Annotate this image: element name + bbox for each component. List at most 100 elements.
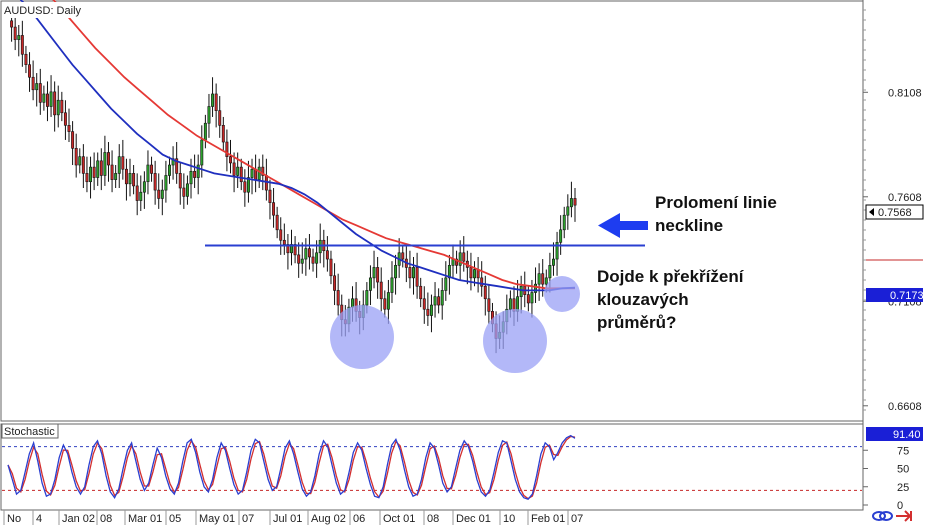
ma-price-tag: 0.7173 xyxy=(866,288,924,302)
candle-body xyxy=(207,106,211,124)
candle-body xyxy=(282,239,286,245)
candle-body xyxy=(196,164,200,178)
candle-body xyxy=(297,254,301,264)
candle-body xyxy=(246,177,250,193)
x-tick-label: No xyxy=(7,513,21,525)
candle-body xyxy=(573,198,577,206)
candle-body xyxy=(257,166,261,180)
candle-body xyxy=(38,83,42,103)
y-tick-label: 0.7608 xyxy=(888,192,922,204)
candle-body xyxy=(569,198,573,208)
x-tick-labels: No 4 Jan 02 08 Mar 01 05 May 01 07 Jul 01 Aug 02 0… xyxy=(3,510,583,525)
candle-body xyxy=(379,281,383,300)
candle-body xyxy=(537,273,541,285)
candle-body xyxy=(401,252,405,260)
y-tick-label: 0.8108 xyxy=(888,87,922,99)
x-tick-label: 06 xyxy=(353,513,365,525)
candle-body xyxy=(211,93,215,107)
candle-body xyxy=(368,277,372,291)
candle-body xyxy=(135,185,139,201)
candle-body xyxy=(315,252,319,264)
x-tick-label: 07 xyxy=(571,513,583,525)
candle-body xyxy=(128,173,132,185)
stoch-tick-label: 75 xyxy=(897,445,909,457)
candle-body xyxy=(103,152,107,176)
candle-body xyxy=(429,304,433,316)
candle-body xyxy=(232,162,236,176)
candle-body xyxy=(214,93,218,111)
candle-body xyxy=(193,170,197,178)
x-tick-label: 10 xyxy=(503,513,515,525)
candle-body xyxy=(250,168,254,178)
candle-body xyxy=(444,277,448,291)
candle-body xyxy=(218,110,222,126)
candle-body xyxy=(307,248,311,258)
annotation-breakout-2: neckline xyxy=(655,216,723,235)
x-tick-label: Aug 02 xyxy=(311,513,346,525)
candle-body xyxy=(114,173,118,180)
candle-body xyxy=(300,258,304,264)
candle-body xyxy=(390,277,394,293)
candle-body xyxy=(35,83,39,91)
candle-body xyxy=(455,258,459,266)
current-price-label: 0.7568 xyxy=(878,207,912,219)
candle-body xyxy=(279,229,283,241)
y-tick-label: 0.6608 xyxy=(888,401,922,413)
candle-body xyxy=(304,248,308,260)
annotation-cross-1: Dojde k překřížení xyxy=(597,267,745,286)
candle-body xyxy=(124,168,128,185)
candle-body xyxy=(469,267,473,279)
candle-body xyxy=(566,206,570,216)
left-shoulder-circle xyxy=(330,305,394,369)
candle-body xyxy=(13,26,17,40)
candle-body xyxy=(71,131,75,149)
stoch-tick-label: 50 xyxy=(897,464,909,476)
candle-body xyxy=(42,93,46,103)
candle-body xyxy=(17,35,21,40)
x-tick-label: 08 xyxy=(427,513,439,525)
link-icon[interactable] xyxy=(872,511,893,521)
candle-body xyxy=(81,156,85,174)
current-price-tag: 0.7568 xyxy=(865,204,924,220)
candle-body xyxy=(99,160,103,176)
candle-body xyxy=(74,148,78,166)
x-tick-label: 08 xyxy=(100,513,112,525)
candle-body xyxy=(67,125,71,132)
stochastic-title-bg xyxy=(1,423,59,439)
candle-body xyxy=(110,164,114,180)
right-shoulder-circle xyxy=(483,309,547,373)
candle-body xyxy=(10,20,14,28)
candle-body xyxy=(107,152,110,166)
candle-body xyxy=(394,265,398,279)
x-tick-label: 4 xyxy=(36,513,42,525)
candle-body xyxy=(336,290,340,306)
stochastic-value-tag: 91.40 xyxy=(866,427,923,441)
candle-body xyxy=(53,91,57,116)
stoch-tick-label: 0 xyxy=(897,500,903,512)
candle-body xyxy=(24,53,28,65)
expand-arrow-icon[interactable] xyxy=(896,510,912,522)
candle-body xyxy=(153,173,157,191)
candle-body xyxy=(142,181,146,193)
candle-body xyxy=(372,267,376,279)
x-tick-label: Feb 01 xyxy=(531,513,565,525)
candle-body xyxy=(351,298,354,308)
candle-body xyxy=(225,141,229,157)
candle-body xyxy=(333,275,337,291)
candle-body xyxy=(447,265,451,279)
candle-body xyxy=(49,91,53,107)
candle-body xyxy=(96,160,100,178)
annotation-breakout-1: Prolomení linie xyxy=(655,193,777,212)
candle-body xyxy=(433,296,437,306)
ma-cross-circle xyxy=(544,276,580,312)
candle-body xyxy=(157,189,161,199)
title-bg xyxy=(2,2,94,18)
candle-body xyxy=(383,298,387,310)
candle-body xyxy=(552,258,555,266)
ma-price-label: 0.7173 xyxy=(890,290,924,302)
candle-body xyxy=(419,285,423,300)
candle-body xyxy=(182,187,186,197)
x-tick-label: 05 xyxy=(169,513,181,525)
candle-body xyxy=(221,125,225,143)
